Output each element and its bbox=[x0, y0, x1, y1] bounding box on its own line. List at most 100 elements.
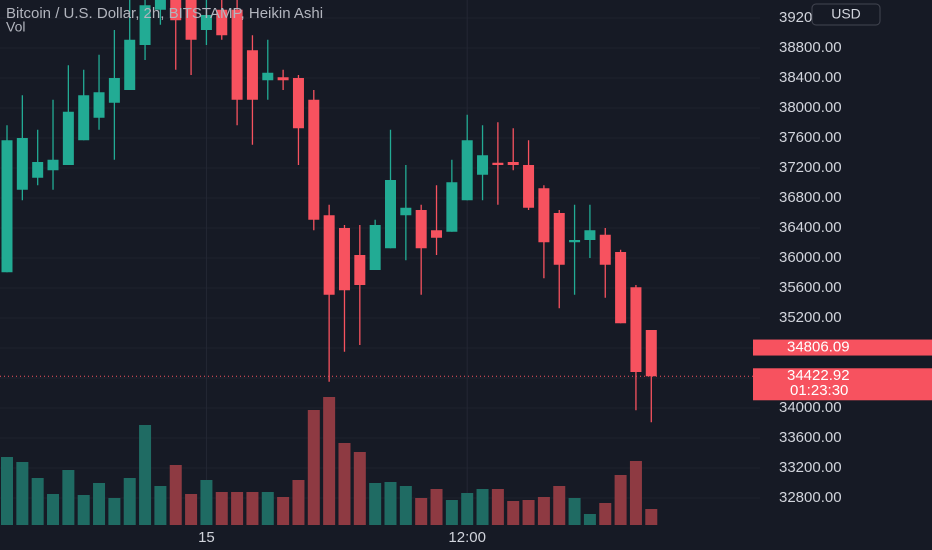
y-tick-label: 33600.00 bbox=[779, 429, 842, 446]
volume-bar bbox=[614, 475, 627, 525]
y-tick-label: 37600.00 bbox=[779, 129, 842, 146]
candle-body bbox=[400, 207, 412, 216]
volume-bar bbox=[476, 489, 489, 525]
volume-bar bbox=[384, 482, 397, 525]
volume-bar bbox=[185, 494, 198, 525]
volume-bar bbox=[568, 498, 581, 525]
candle-body bbox=[200, 15, 212, 30]
volume-bar bbox=[338, 443, 351, 525]
volume-bar bbox=[537, 497, 550, 525]
volume-bar bbox=[47, 494, 60, 525]
candle-body bbox=[584, 230, 596, 240]
countdown: 01:23:30 bbox=[790, 382, 848, 399]
volume-bar bbox=[261, 492, 274, 525]
last-price-label: 34422.92 bbox=[787, 367, 850, 384]
candle-body bbox=[47, 159, 59, 171]
volume-bar bbox=[139, 425, 152, 525]
volume-bar bbox=[292, 480, 305, 525]
currency[interactable]: USD bbox=[831, 6, 861, 22]
candle-body bbox=[277, 77, 289, 81]
candle-body bbox=[154, 0, 166, 10]
candle-body bbox=[32, 162, 44, 178]
candle-body bbox=[492, 162, 504, 165]
volume-bar bbox=[491, 489, 504, 525]
volume-bar bbox=[77, 495, 90, 525]
volume-bar bbox=[62, 470, 75, 525]
volume-bar bbox=[123, 478, 136, 525]
volume-bar bbox=[415, 498, 428, 525]
y-tick-label: 38400.00 bbox=[779, 69, 842, 86]
volume-bar bbox=[445, 500, 458, 525]
candle-body bbox=[262, 72, 274, 81]
candle-body bbox=[139, 5, 151, 45]
volume-bar bbox=[645, 509, 658, 525]
volume-bar bbox=[246, 492, 259, 525]
candle-body bbox=[523, 165, 535, 208]
candle-body bbox=[369, 225, 381, 270]
volume-bar bbox=[430, 489, 443, 525]
volume-bar bbox=[399, 486, 412, 525]
currency-button[interactable] bbox=[811, 3, 881, 26]
candle-body bbox=[78, 95, 90, 141]
y-tick-label: 35200.00 bbox=[779, 309, 842, 326]
prev-price-box bbox=[753, 339, 932, 356]
prev-price-label: 34806.09 bbox=[787, 339, 850, 356]
price-pane bbox=[1, 0, 657, 423]
candle-body bbox=[615, 252, 627, 324]
volume-bar bbox=[215, 492, 228, 525]
y-tick-label: 36800.00 bbox=[779, 189, 842, 206]
volume-bar bbox=[154, 486, 167, 525]
price-axis: 32800.0033200.0033600.0034000.0034400.00… bbox=[753, 9, 932, 506]
candle-body bbox=[62, 111, 74, 165]
volume-bar bbox=[1, 457, 13, 525]
volume-bar bbox=[307, 410, 320, 525]
candle-body bbox=[431, 230, 443, 238]
y-tick-label: 33200.00 bbox=[779, 459, 842, 476]
volume-bar bbox=[277, 497, 290, 525]
y-tick-label: 35600.00 bbox=[779, 279, 842, 296]
candle-body bbox=[108, 78, 120, 103]
volume-pane bbox=[1, 397, 658, 525]
volume-bar bbox=[553, 486, 566, 525]
volume-bar bbox=[169, 465, 182, 525]
candle-body bbox=[124, 39, 136, 90]
volume-bar bbox=[231, 492, 244, 525]
volume-bar bbox=[583, 514, 596, 525]
x-tick-label: 15 bbox=[198, 529, 215, 546]
volume-bar bbox=[522, 500, 535, 525]
candle-body bbox=[461, 140, 473, 201]
candle-body bbox=[185, 0, 197, 40]
volume-bar bbox=[16, 462, 29, 525]
candle-body bbox=[93, 92, 105, 118]
candle-body bbox=[338, 228, 350, 291]
volume-bar bbox=[93, 483, 106, 525]
candle-body bbox=[1, 140, 13, 273]
y-tick-label: 37200.00 bbox=[779, 159, 842, 176]
candle-body bbox=[246, 50, 258, 100]
y-tick-label: 38800.00 bbox=[779, 39, 842, 56]
volume-bar bbox=[629, 461, 642, 525]
volume-bar bbox=[200, 480, 213, 525]
candle-body bbox=[645, 330, 657, 377]
candle-body bbox=[16, 138, 28, 190]
candle-body bbox=[323, 215, 335, 295]
volume-bar bbox=[369, 483, 382, 525]
volume-bar bbox=[323, 397, 336, 525]
volume-bar bbox=[108, 498, 121, 525]
candle-body bbox=[599, 234, 611, 265]
y-tick-label: 36400.00 bbox=[779, 219, 842, 236]
volume-bar bbox=[599, 503, 612, 525]
candle-body bbox=[231, 9, 243, 100]
candle-body bbox=[446, 182, 458, 232]
candle-body bbox=[569, 240, 581, 243]
x-tick-label: 12:00 bbox=[448, 529, 486, 546]
candle-body bbox=[385, 180, 396, 249]
candle-body bbox=[507, 162, 519, 165]
candle-body bbox=[216, 9, 228, 36]
volume-bar bbox=[461, 493, 474, 525]
candle-body bbox=[630, 287, 642, 372]
candle-body bbox=[477, 155, 489, 175]
volume-bar bbox=[31, 478, 44, 525]
candle-body bbox=[170, 0, 182, 21]
y-tick-label: 36000.00 bbox=[779, 249, 842, 266]
